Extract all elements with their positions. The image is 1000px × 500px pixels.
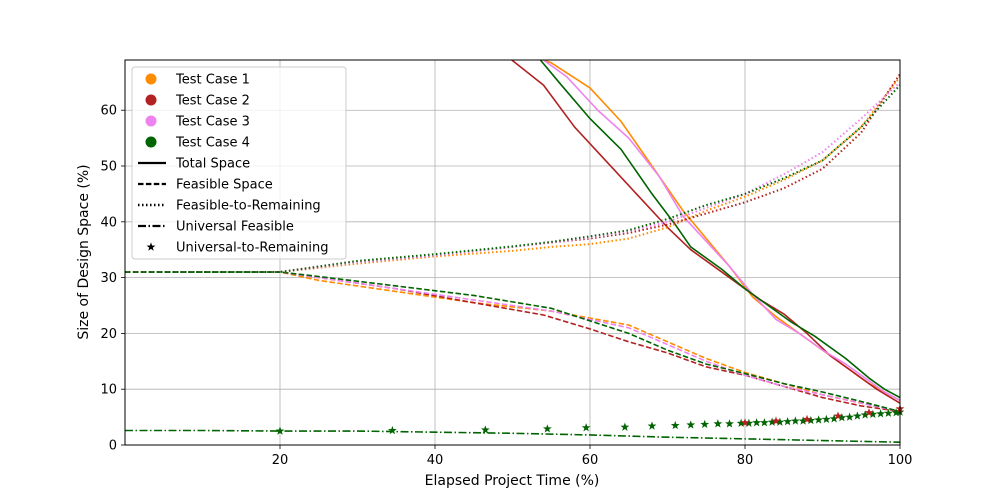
x-tick-label: 40 <box>427 453 444 468</box>
y-axis-label: Size of Design Space (%) <box>76 164 92 339</box>
x-tick-label: 60 <box>582 453 599 468</box>
test-case-1-feasible-to-remaining-line <box>125 76 900 274</box>
x-axis-label: Elapsed Project Time (%) <box>425 473 600 489</box>
x-tick-label: 80 <box>737 453 754 468</box>
legend-marker <box>145 94 157 106</box>
test-case-3-total-space-line <box>542 60 900 402</box>
y-tick-label: 50 <box>100 160 117 175</box>
x-tick-label: 100 <box>888 453 913 468</box>
legend-label: Test Case 1 <box>175 73 250 88</box>
x-tick-label: 20 <box>272 453 289 468</box>
legend: Test Case 1 Test Case 2 Test Case 3 Test Ca… <box>131 66 347 260</box>
y-tick-label: 10 <box>100 383 117 398</box>
series-layer <box>125 60 900 444</box>
legend-marker <box>145 73 157 85</box>
y-tick-label: 40 <box>100 215 117 230</box>
legend-label: Universal Feasible <box>176 220 294 235</box>
test-case-2-feasible-to-remaining-line <box>125 73 900 274</box>
plot-frame <box>124 59 901 446</box>
legend-label: Test Case 2 <box>175 94 250 109</box>
legend-marker <box>145 136 157 148</box>
legend-label: Total Space <box>175 157 250 172</box>
test-case-2-feasible-space-line <box>125 271 900 413</box>
grid-lines <box>125 60 901 446</box>
legend-label: Feasible-to-Remaining <box>176 199 321 214</box>
y-tick-label: 0 <box>109 439 117 454</box>
legend-label: Universal-to-Remaining <box>176 241 328 256</box>
y-tick-label: 20 <box>100 327 117 342</box>
legend-box <box>131 66 347 260</box>
test-case-3-feasible-space-line <box>125 271 900 413</box>
axis-ticks: 20 40 60 80 100 0 10 20 30 40 50 60 <box>100 104 912 468</box>
test-case-4-universal-feasible-line <box>125 429 900 444</box>
legend-marker <box>145 115 157 127</box>
y-tick-label: 60 <box>100 104 117 119</box>
test-case-4-total-space-line <box>539 60 900 399</box>
legend-label: Test Case 3 <box>175 115 250 130</box>
legend-label: Test Case 4 <box>175 136 250 151</box>
test-case-4-feasible-space-line <box>125 271 900 413</box>
y-tick-label: 30 <box>100 271 117 286</box>
test-case-2-total-space-line <box>510 60 900 404</box>
legend-label: Feasible Space <box>176 178 273 193</box>
